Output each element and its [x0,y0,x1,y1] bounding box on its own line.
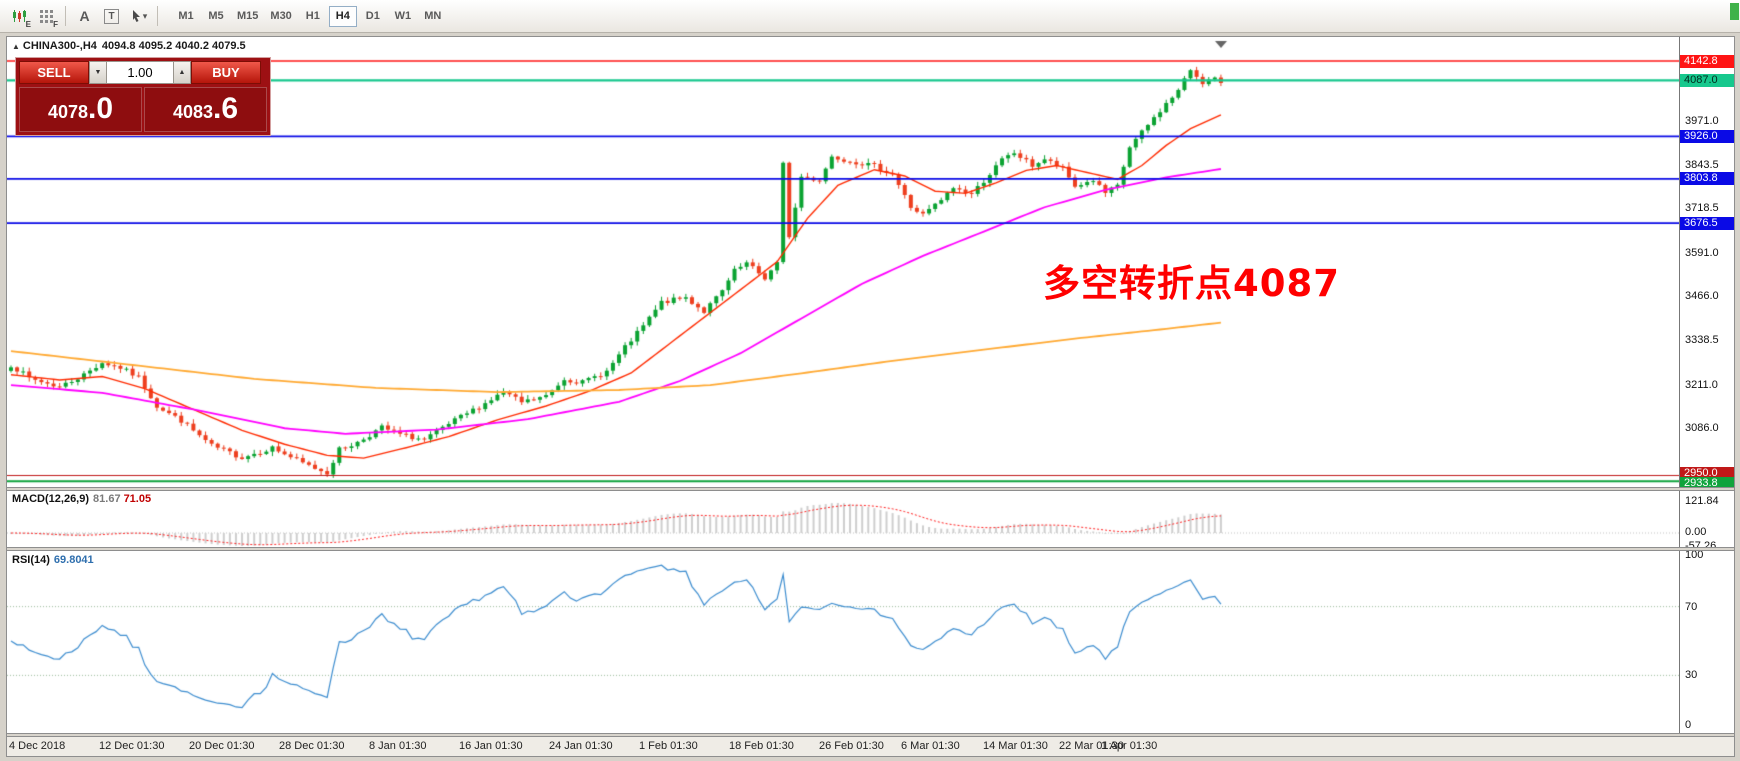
time-axis-label: 22 Mar 01:30 [1059,740,1124,752]
letter-t-glyph: T [104,8,119,24]
macd-axis-label: 121.84 [1685,495,1719,507]
toolbar-separator [157,6,158,26]
trade-controls-row: SELL ▼ ▲ BUY [19,61,267,84]
sell-price-display[interactable]: 4078.0 [19,87,142,132]
price-axis-label: 3843.5 [1685,159,1719,171]
timeframe-button-m1[interactable]: M1 [178,9,194,22]
buy-button[interactable]: BUY [191,61,261,84]
volume-input[interactable] [107,61,173,84]
timeframe-button-d1[interactable]: D1 [365,9,380,22]
time-axis-label: 18 Feb 01:30 [729,740,794,752]
timeframe-button-h4[interactable]: H4 [328,5,357,27]
time-axis-label: 20 Dec 01:30 [189,740,255,752]
window-corner-accent [1730,3,1739,20]
price-axis-label: 3466.0 [1685,290,1719,303]
buy-price-main: 4083 [172,102,213,122]
time-axis-label: 12 Dec 01:30 [99,740,165,752]
chart-window: 3971.0 3843.5 3718.5 3591.0 3466.0 3338.5 3211… [6,36,1735,757]
rsi-indicator-label: RSI(14) 69.8041 [12,554,94,566]
price-axis-label: 3718.5 [1685,202,1719,215]
price-axis-label: 3591.0 [1685,246,1719,259]
timeframe-button-w1[interactable]: W1 [394,9,412,22]
price-badge: 3803.8 [1680,172,1734,185]
time-axis-label: 24 Jan 01:30 [549,740,613,752]
timeframe-button-h1[interactable]: H1 [305,9,320,22]
macd-value: 81.67 [93,493,121,505]
panel-splitter[interactable] [7,547,1734,551]
time-axis-label: 4 Dec 2018 [9,740,66,752]
timeframe-button-mn[interactable]: MN [424,9,442,22]
text-label-icon[interactable]: A [71,4,98,29]
one-click-trade-panel: SELL ▼ ▲ BUY 4078.0 4083.6 [15,57,271,136]
price-axis-label: 3971.0 [1685,114,1719,127]
panel-splitter[interactable] [7,487,1734,491]
rsi-axis-label: 0 [1685,719,1692,731]
time-axis-label: 16 Jan 01:30 [459,740,523,752]
timeframe-button-m15[interactable]: M15 [237,9,259,22]
symbol-period: CHINA300-,H4 [22,40,97,52]
rsi-name: RSI(14) [12,554,50,566]
toolbar-separator [65,6,66,26]
time-axis-label: 1 Apr 01:30 [1101,740,1158,752]
price-badge: 4087.0 [1680,74,1734,87]
buy-price-pips: .6 [213,92,239,125]
macd-name: MACD(12,26,9) [12,493,90,505]
icon-sub-label: E [25,19,31,29]
rsi-axis-label: 70 [1685,601,1698,613]
buy-price-display[interactable]: 4083.6 [144,87,267,132]
rsi-value: 69.8041 [53,554,94,566]
price-axis-label: 3338.5 [1685,334,1719,347]
price-axis-label: 3086.0 [1685,422,1719,435]
price-badge: 4142.8 [1680,55,1734,68]
timeframe-button-group: M1 M5 M15 M30 H1 H4 D1 W1 MN [171,5,448,27]
time-axis-label: 28 Dec 01:30 [279,740,345,752]
icon-sub-label: F [53,19,58,29]
time-axis-label: 26 Feb 01:30 [819,740,884,752]
chart-canvas[interactable] [7,37,1679,756]
price-badge: 3676.5 [1680,217,1734,230]
grid-icon[interactable]: F [33,4,60,29]
macd-signal-value: 71.05 [123,493,152,505]
time-axis-label: 8 Jan 01:30 [369,740,427,752]
main-toolbar: E F A T ▾ M1 M5 M15 M30 H1 H4 D1 W1 MN [0,0,1740,33]
rsi-axis-label: 30 [1685,669,1698,681]
time-axis-label: 1 Feb 01:30 [639,740,698,752]
price-badge: 3926.0 [1680,130,1734,143]
trade-prices-row: 4078.0 4083.6 [19,87,267,132]
cursor-tool-icon[interactable]: ▾ [125,4,152,29]
letter-a-glyph: A [79,8,90,24]
volume-increase-button[interactable]: ▲ [173,61,191,84]
text-box-icon[interactable]: T [98,4,125,29]
panel-splitter[interactable] [7,733,1734,737]
sell-button[interactable]: SELL [19,61,89,84]
chart-text-annotation: 多空转折点4087 [1043,262,1340,305]
chevron-down-icon[interactable]: ▾ [142,10,148,21]
rsi-axis-label: 100 [1685,549,1704,561]
candlestick-chart-icon[interactable]: E [6,4,33,29]
volume-decrease-button[interactable]: ▼ [89,61,107,84]
macd-axis-label: 0.00 [1685,526,1707,538]
price-badge: 2950.0 [1680,467,1734,480]
time-axis[interactable]: 4 Dec 2018 12 Dec 01:30 20 Dec 01:30 28 Dec… [7,737,1734,756]
panel-toggle-icon[interactable]: ▲ [12,42,20,51]
macd-indicator-label: MACD(12,26,9) 81.67 71.05 [12,493,151,505]
price-axis[interactable]: 3971.0 3843.5 3718.5 3591.0 3466.0 3338.5 3211… [1679,37,1734,756]
timeframe-button-m5[interactable]: M5 [208,9,224,22]
time-axis-label: 14 Mar 01:30 [983,740,1048,752]
time-axis-label: 6 Mar 01:30 [901,740,960,752]
candlestick-glyph [12,9,26,22]
price-axis-label: 3211.0 [1685,378,1718,391]
grid-glyph [40,9,53,23]
cursor-glyph [132,10,140,22]
sell-price-pips: .0 [88,92,114,125]
ohlc-values: 4094.8 4095.2 4040.2 4079.5 [101,40,246,52]
sell-price-main: 4078 [47,102,88,122]
chart-title: ▲ CHINA300-,H4 4094.8 4095.2 4040.2 4079.5 [12,40,246,52]
price-badge: 2933.8 [1680,477,1734,490]
timeframe-button-m30[interactable]: M30 [270,9,292,22]
